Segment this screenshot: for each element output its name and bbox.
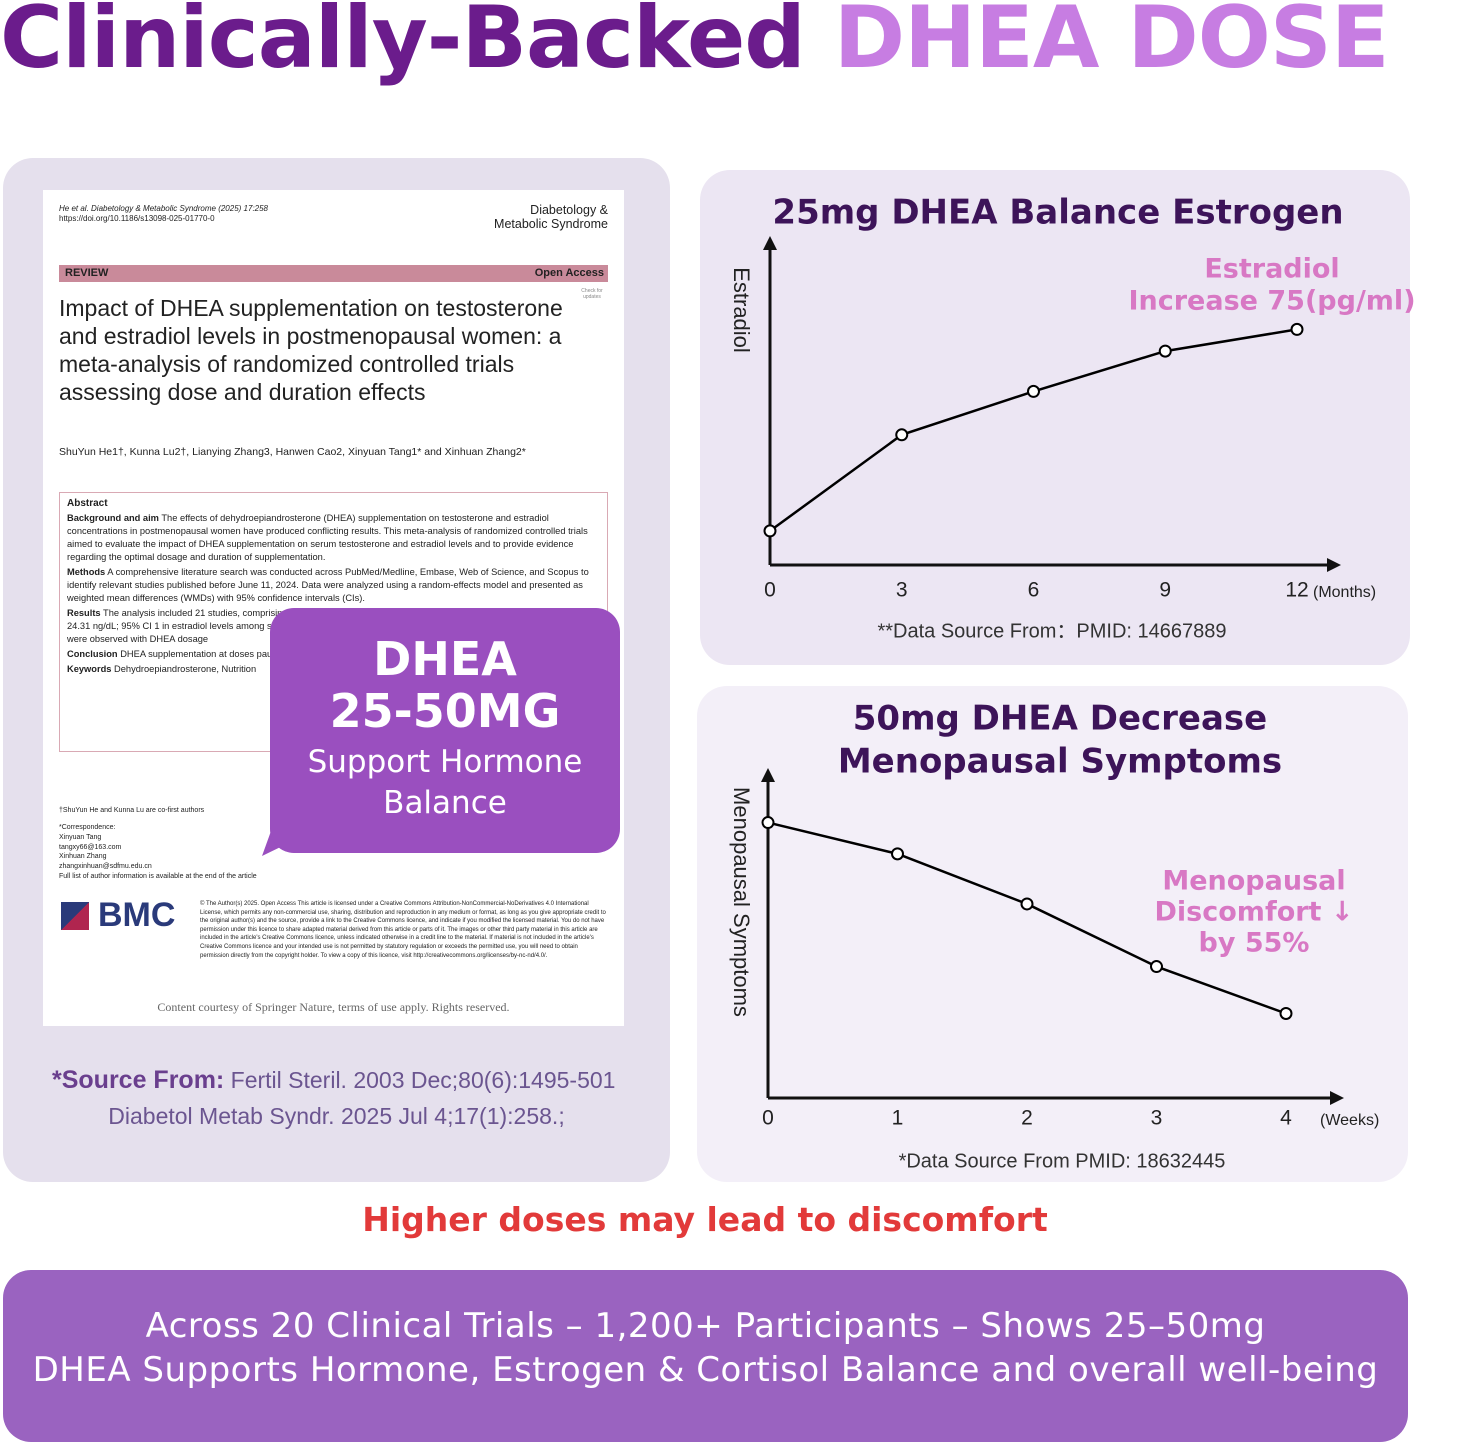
source-line: Diabetol Metab Syndr. 2025 Jul 4;17(1):2… (108, 1103, 565, 1129)
abstract-heading: Abstract (67, 498, 108, 509)
license: © The Author(s) 2025. Open Access This a… (200, 901, 606, 959)
callout-line: Support Hormone Balance (307, 744, 583, 821)
chart-title: 25mg DHEA Balance Estrogen (772, 193, 1343, 233)
abstract-section: Background and aim The effects of dehydr… (67, 512, 600, 564)
source-label: *Source From: (52, 1066, 225, 1094)
data-point (1158, 344, 1172, 358)
header: Clinically-Backed DHEA DOSE (0, 0, 1461, 88)
data-point (1279, 1006, 1293, 1020)
x-tick-label: 1 (892, 1107, 904, 1130)
courtesy: Content courtesy of Springer Nature, ter… (157, 1000, 510, 1014)
authors: ShuYun He1†, Kunna Lu2†, Lianying Zhang3… (59, 446, 526, 458)
bmc-logo (61, 902, 89, 930)
data-point (1150, 960, 1163, 974)
chart-card (700, 170, 1410, 665)
line: Xinhuan Zhang (59, 853, 107, 861)
title-accent: DHEA DOSE (833, 0, 1390, 88)
footer-banner: Across 20 Clinical Trials – 1,200+ Parti… (3, 1270, 1408, 1442)
chart-title: 50mg DHEA Decrease (853, 699, 1267, 739)
x-tick-label: 12 (1285, 579, 1308, 602)
line: Xinyuan Tang (59, 833, 102, 841)
journal: Diabetology & Metabolic Syndrome (494, 203, 608, 231)
callout: DHEA 25-50MG Support Hormone Balance (270, 608, 620, 853)
paper-title: Impact of DHEA supplementation on testos… (59, 295, 563, 405)
annotation: by 55% (1199, 928, 1310, 959)
annotation: Increase 75(pg/ml) (1128, 286, 1415, 317)
data-point (895, 428, 909, 442)
label: Keywords (67, 664, 112, 674)
doi: https://doi.org/10.1186/s13098-025-01770… (59, 214, 215, 223)
text: Dehydroepiandrosterone, Nutrition (114, 664, 257, 674)
label: Results (67, 608, 101, 618)
journal-line: Diabetology & (530, 203, 608, 217)
abstract-section: Methods A comprehensive literature searc… (67, 566, 600, 605)
abstract-section: Keywords Dehydroepiandrosterone, Nutriti… (67, 663, 600, 676)
data-point (763, 524, 777, 538)
axis (768, 250, 1327, 567)
source: *Source From: Fertil Steril. 2003 Dec;80… (52, 1066, 615, 1095)
x-axis-label: (Months) (1313, 584, 1376, 601)
annotation: Estradiol (1204, 254, 1339, 285)
data-point (1020, 897, 1034, 911)
label: Conclusion (67, 649, 118, 659)
warning: Higher doses may lead to discomfort (362, 1200, 1048, 1239)
text: The effects of dehydroepiandrosterone (D… (67, 513, 588, 562)
check-updates: Check for updates (581, 288, 603, 300)
data-line (769, 328, 1298, 532)
bmc: BMC (98, 896, 176, 934)
x-tick-label: 4 (1280, 1107, 1292, 1130)
data-point (1027, 384, 1040, 398)
x-tick-label: 9 (1159, 579, 1171, 602)
label: Background and aim (67, 513, 159, 523)
callout-line: 25-50MG (329, 684, 561, 738)
x-tick-label: 6 (1028, 579, 1040, 602)
data-point (891, 847, 904, 861)
footer-line: Across 20 Clinical Trials – 1,200+ Parti… (145, 1306, 1266, 1346)
x-tick-label: 2 (1021, 1107, 1033, 1130)
y-axis-label: Estradiol (729, 267, 754, 353)
data-source: *Data Source From PMID: 18632445 (899, 1150, 1226, 1172)
line: zhangxinhuan@sdfmu.edu.cn (59, 863, 152, 871)
source-line: Fertil Steril. 2003 Dec;80(6):1495-501 (230, 1067, 616, 1093)
review-bar: REVIEW Open Access (59, 265, 608, 282)
axis (766, 782, 1330, 1100)
line: *Correspondence: (59, 824, 116, 831)
open-access: Open Access (534, 267, 604, 279)
x-tick-label: 0 (764, 579, 776, 602)
line: Full list of author information is avail… (59, 872, 257, 880)
footnote: †ShuYun He and Kunna Lu are co-first aut… (59, 807, 205, 814)
line: tangxy66@163.com (59, 843, 122, 851)
review: REVIEW (65, 267, 109, 279)
data-source: **Data Source From：PMID: 14667889 (877, 620, 1226, 642)
chart-title: Menopausal Symptoms (838, 742, 1282, 782)
annotation: Menopausal (1162, 866, 1345, 897)
journal-line: Metabolic Syndrome (494, 217, 608, 231)
correspondence: *Correspondence: Xinyuan Tang tangxy66@163… (59, 823, 257, 882)
data-point (761, 816, 775, 830)
annotation: Discomfort ↓ (1155, 897, 1354, 928)
x-axis-label: (Weeks) (1320, 1112, 1379, 1129)
citation: He et al. Diabetology & Metabolic Syndro… (59, 204, 269, 213)
x-tick-label: 0 (762, 1107, 774, 1130)
text: A comprehensive literature search was co… (67, 567, 589, 603)
callout-line: DHEA (373, 632, 517, 686)
y-axis-label: Menopausal Symptoms (729, 787, 754, 1017)
label: Methods (67, 567, 106, 577)
x-tick-label: 3 (896, 579, 908, 602)
footer-line: DHEA Supports Hormone, Estrogen & Cortis… (32, 1350, 1379, 1390)
data-point (1290, 322, 1304, 336)
title-main: Clinically-Backed (0, 0, 806, 88)
x-tick-label: 3 (1151, 1107, 1163, 1130)
